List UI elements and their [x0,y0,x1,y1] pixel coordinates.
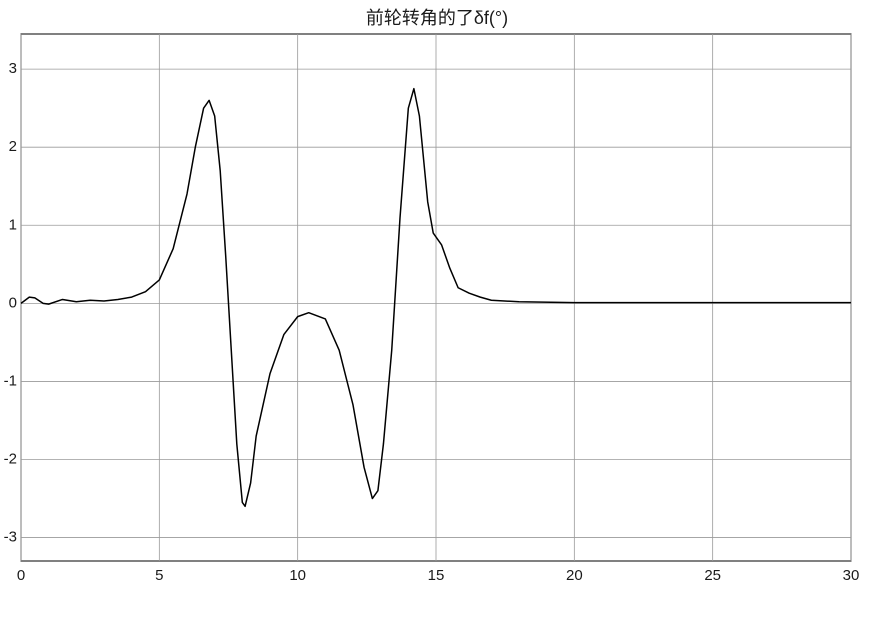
x-tick-label: 20 [566,567,583,584]
x-tick-label: 0 [17,567,25,584]
y-tick-label: 3 [9,60,17,77]
y-tick-label: -3 [4,529,17,546]
y-tick-label: -1 [4,372,17,389]
y-tick-label: 2 [9,138,17,155]
y-tick-label: 0 [9,294,17,311]
x-tick-label: 30 [843,567,860,584]
x-tick-label: 10 [289,567,306,584]
x-tick-label: 5 [155,567,163,584]
data-line [20,87,851,508]
chart-title: 前轮转角的了δf(°) [366,8,508,28]
x-tick-label: 15 [428,567,445,584]
y-tick-label: 1 [9,216,17,233]
x-tick-label: 25 [704,567,721,584]
y-tick-label: -2 [4,450,17,467]
